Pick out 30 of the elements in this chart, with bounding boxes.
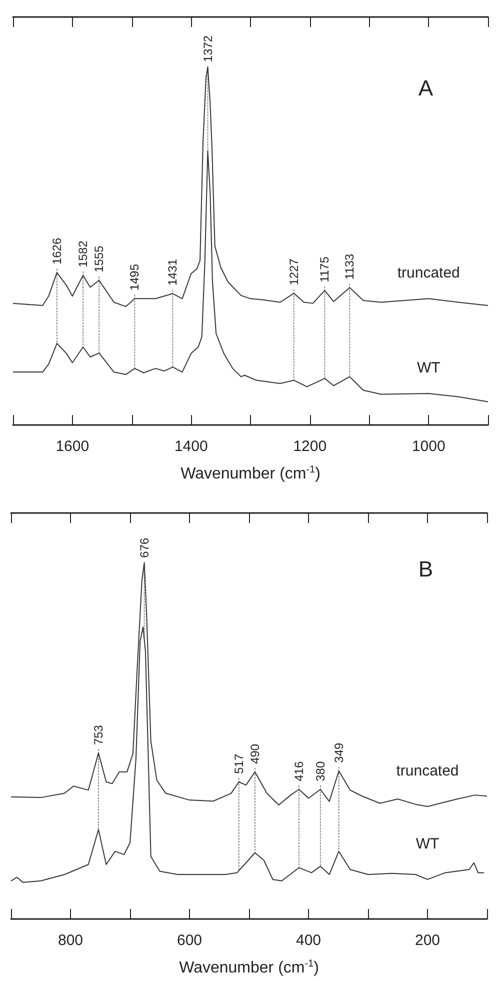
- annotation: 1495: [128, 264, 142, 291]
- series-label: truncated: [397, 264, 460, 282]
- x-tick-label: 1600: [56, 438, 90, 455]
- annotation: 517: [232, 754, 246, 774]
- annotation: 1555: [92, 245, 106, 272]
- annotation: 1227: [286, 258, 301, 286]
- annotation: 1372: [200, 35, 215, 62]
- annotation: 416: [292, 761, 306, 782]
- x-tick-label: 400: [296, 932, 322, 949]
- annotation: 1431: [166, 258, 180, 286]
- x-tick-label: 800: [58, 932, 84, 949]
- x-tick-label: 1000: [412, 438, 446, 455]
- series-label: truncated: [396, 762, 459, 780]
- x-tick-label: 200: [414, 932, 440, 949]
- x-tick-label: 600: [176, 932, 202, 949]
- annotation: 1175: [318, 256, 332, 282]
- annotation: 753: [91, 724, 106, 746]
- annotation: 490: [248, 744, 262, 764]
- annotation: 380: [313, 761, 328, 782]
- annotation: 1626: [50, 238, 64, 265]
- series-label: WT: [416, 835, 440, 852]
- annotation: 1133: [342, 253, 357, 280]
- annotation: 1582: [76, 240, 90, 268]
- x-tick-label: 1200: [293, 438, 327, 455]
- x-tick-label: 1400: [174, 438, 208, 455]
- annotation: 349: [332, 742, 346, 763]
- chart-title: B: [418, 556, 434, 582]
- chart-title: A: [418, 76, 434, 100]
- series-label: WT: [416, 360, 440, 377]
- annotation: 676: [137, 538, 152, 558]
